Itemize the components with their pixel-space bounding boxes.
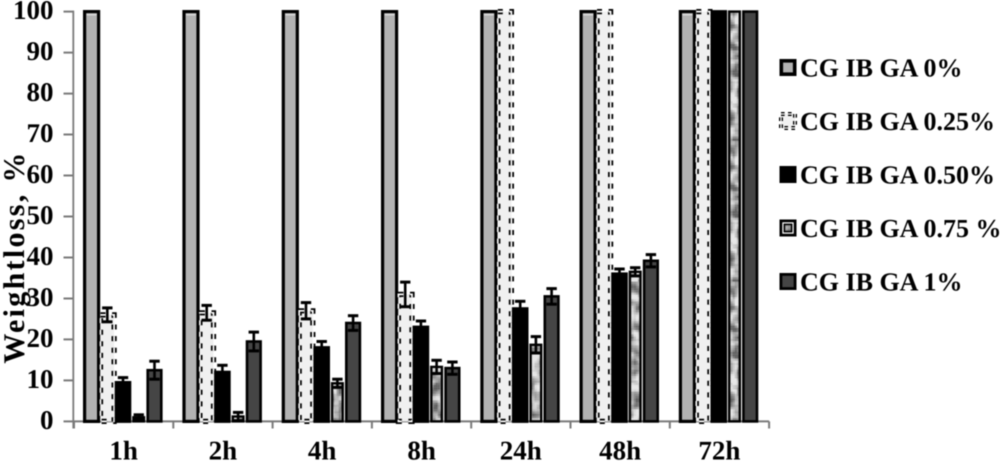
svg-text:10: 10	[27, 364, 54, 394]
svg-text:4h: 4h	[308, 436, 337, 462]
svg-text:20: 20	[27, 323, 54, 353]
svg-text:90: 90	[27, 36, 54, 66]
svg-text:24h: 24h	[500, 436, 542, 462]
svg-text:50: 50	[27, 200, 54, 230]
svg-text:Weightloss, %: Weightloss, %	[0, 150, 31, 363]
svg-text:CG IB GA 0.50%: CG IB GA 0.50%	[800, 161, 995, 190]
svg-text:48h: 48h	[599, 436, 641, 462]
svg-text:CG IB GA 0.75 %: CG IB GA 0.75 %	[800, 214, 1000, 243]
svg-text:72h: 72h	[698, 436, 740, 462]
svg-text:80: 80	[27, 77, 54, 107]
svg-text:CG IB GA 0.25%: CG IB GA 0.25%	[800, 107, 995, 136]
svg-text:30: 30	[27, 282, 54, 312]
svg-text:CG IB GA 0%: CG IB GA 0%	[800, 54, 963, 83]
svg-text:40: 40	[27, 241, 54, 271]
svg-text:100: 100	[13, 0, 54, 25]
svg-text:8h: 8h	[407, 436, 436, 462]
svg-text:2h: 2h	[209, 436, 238, 462]
svg-text:1h: 1h	[109, 436, 138, 462]
svg-text:0: 0	[40, 405, 54, 435]
svg-text:CG IB GA 1%: CG IB GA 1%	[800, 268, 963, 297]
svg-text:60: 60	[27, 159, 54, 189]
svg-text:70: 70	[27, 118, 54, 148]
